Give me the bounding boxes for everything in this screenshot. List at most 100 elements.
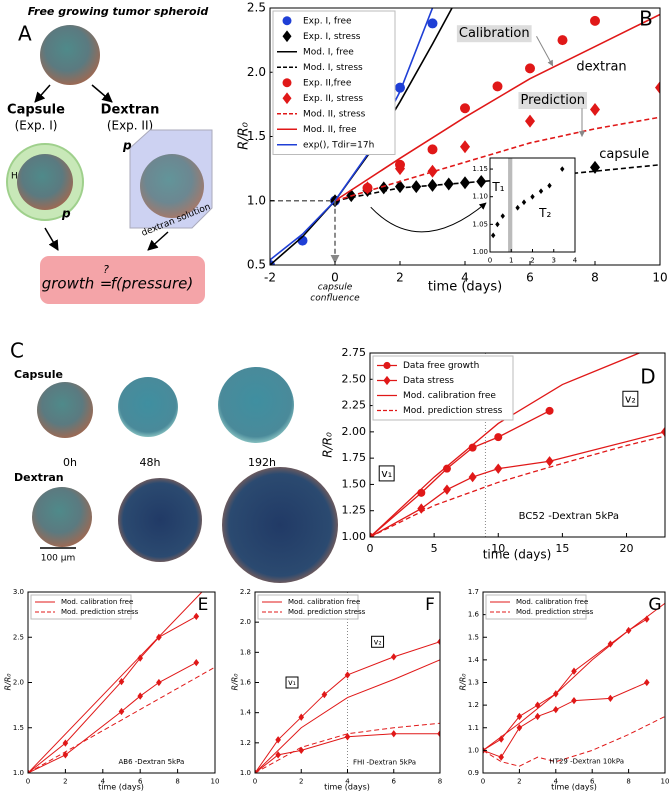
x-tick-label: 6 bbox=[590, 777, 595, 785]
series-line bbox=[334, 116, 660, 202]
formula-equals: = bbox=[100, 275, 113, 293]
x-tick-label: 3 bbox=[552, 256, 556, 264]
annotation-box bbox=[285, 676, 299, 689]
series-line bbox=[370, 410, 550, 537]
spheroid-image bbox=[218, 367, 294, 443]
diamond-marker bbox=[607, 694, 614, 702]
spheroid-image bbox=[37, 382, 93, 438]
series-line bbox=[370, 353, 640, 537]
dextran-exp: (Exp. II) bbox=[107, 119, 153, 133]
pressure-label: p bbox=[122, 139, 132, 153]
x-tick-label: 1 bbox=[509, 256, 513, 264]
plot-frame bbox=[369, 352, 666, 538]
annotation: Calibration bbox=[459, 26, 530, 41]
legend-label: Mod. calibration free bbox=[288, 598, 360, 606]
legend-label: Mod. II, stress bbox=[303, 109, 366, 119]
plot bbox=[370, 353, 665, 537]
diamond-marker bbox=[534, 712, 541, 721]
x-tick-label: 6 bbox=[526, 270, 534, 284]
question-box bbox=[40, 256, 205, 304]
y-tick-label: 1.4 bbox=[240, 709, 252, 717]
panel-label: C bbox=[10, 339, 24, 363]
circle-marker bbox=[557, 35, 568, 46]
panel-a: A Free growing tumor spheroid Capsule (E… bbox=[6, 5, 213, 304]
diamond-marker bbox=[500, 213, 505, 219]
thickness-label: H bbox=[11, 172, 18, 182]
diamond-marker bbox=[655, 81, 660, 95]
plot bbox=[255, 592, 440, 773]
y-tick-label: 1.8 bbox=[240, 648, 251, 656]
diamond-marker bbox=[521, 199, 527, 206]
spheroid-title: Free growing tumor spheroid bbox=[28, 5, 209, 18]
spheroid-image bbox=[32, 487, 92, 547]
y-tick-label: 1.2 bbox=[240, 739, 251, 747]
diamond-marker bbox=[390, 730, 397, 738]
diamond-marker bbox=[498, 753, 504, 761]
diamond-marker bbox=[282, 30, 292, 43]
legend-label: Mod. I, free bbox=[303, 47, 354, 57]
x-tick-label: 4 bbox=[101, 777, 106, 785]
y-tick-label: 1.75 bbox=[342, 451, 367, 464]
diamond-marker bbox=[495, 221, 500, 228]
annotation-box bbox=[622, 390, 639, 407]
diamond-marker bbox=[490, 232, 496, 239]
x-tick-label: 2 bbox=[517, 777, 521, 785]
x-tick-label: 10 bbox=[491, 542, 505, 555]
y-tick-label: 1.6 bbox=[240, 679, 252, 687]
panel-label: A bbox=[18, 22, 32, 46]
inset-arrow bbox=[370, 202, 487, 233]
x-tick-label: 6 bbox=[392, 777, 397, 785]
circle-marker bbox=[282, 78, 292, 88]
circle-marker bbox=[427, 144, 438, 155]
legend-label: Exp. II, stress bbox=[303, 94, 363, 104]
x-tick-label: 6 bbox=[138, 777, 143, 785]
plot bbox=[28, 592, 215, 773]
spheroid bbox=[40, 25, 100, 85]
y-tick-label: 1.10 bbox=[472, 193, 488, 201]
chart: 1.00 1.25 1.50 1.75 2.00 2.25 2.50 2.75 0 5 10 15 20… bbox=[321, 346, 666, 562]
capsule-label: Capsule bbox=[7, 103, 65, 118]
x-tick-label: 0 bbox=[367, 542, 374, 555]
series-line bbox=[270, 8, 434, 261]
plot-frame bbox=[489, 157, 576, 253]
x-tick-label: 0 bbox=[253, 777, 257, 785]
chart: 0.9 1.0 1.1 1.2 1.3 1.4 1.5 1.6 1.7 0 2 4 6 8 10 Mod. c… bbox=[459, 588, 670, 792]
diamond-marker bbox=[395, 162, 405, 176]
y-tick-label: 2.5 bbox=[247, 1, 266, 15]
legend-label: Mod. prediction stress bbox=[403, 406, 503, 416]
x-tick-label: 0 bbox=[26, 777, 30, 785]
y-tick-label: 1.00 bbox=[342, 530, 367, 543]
x-tick-label: 4 bbox=[554, 777, 559, 785]
diamond-marker bbox=[118, 677, 125, 686]
formula-right: f(pressure) bbox=[111, 275, 193, 293]
y-tick-label: 1.5 bbox=[468, 633, 479, 641]
diamond-marker bbox=[553, 706, 559, 714]
annotation: T₁ bbox=[491, 180, 504, 194]
legend-label: exp(), Tdir=17h bbox=[303, 140, 374, 150]
panel-c: C Capsule 0h 48h 192h Dextran 100 µm bbox=[10, 339, 338, 583]
y-tick-label: 2.0 bbox=[247, 65, 266, 79]
x-tick-label: 10 bbox=[211, 777, 220, 785]
legend-label: Exp. I, free bbox=[303, 16, 352, 26]
y-tick-label: 1.7 bbox=[468, 588, 479, 596]
diamond-marker bbox=[321, 690, 328, 699]
time-label: 0h bbox=[63, 456, 77, 469]
annotation-box bbox=[518, 92, 588, 110]
circle-marker bbox=[460, 103, 470, 114]
diamond-marker bbox=[494, 463, 503, 474]
pressure-label: p bbox=[61, 207, 71, 221]
circle-marker bbox=[494, 433, 503, 442]
legend-label: Exp. I, stress bbox=[303, 32, 361, 42]
y-tick-label: 2.75 bbox=[342, 346, 367, 359]
y-tick-label: 1.4 bbox=[468, 656, 480, 664]
panel-label: E bbox=[198, 595, 209, 615]
legend-label: Mod. calibration free bbox=[61, 598, 133, 606]
diamond-marker bbox=[193, 612, 200, 621]
y-tick-label: 1.0 bbox=[240, 769, 251, 777]
legend-box bbox=[257, 594, 359, 620]
x-axis-label: time (days) bbox=[324, 783, 370, 792]
y-tick-label: 1.0 bbox=[13, 769, 24, 777]
y-axis-label: R/R₀ bbox=[231, 673, 240, 691]
